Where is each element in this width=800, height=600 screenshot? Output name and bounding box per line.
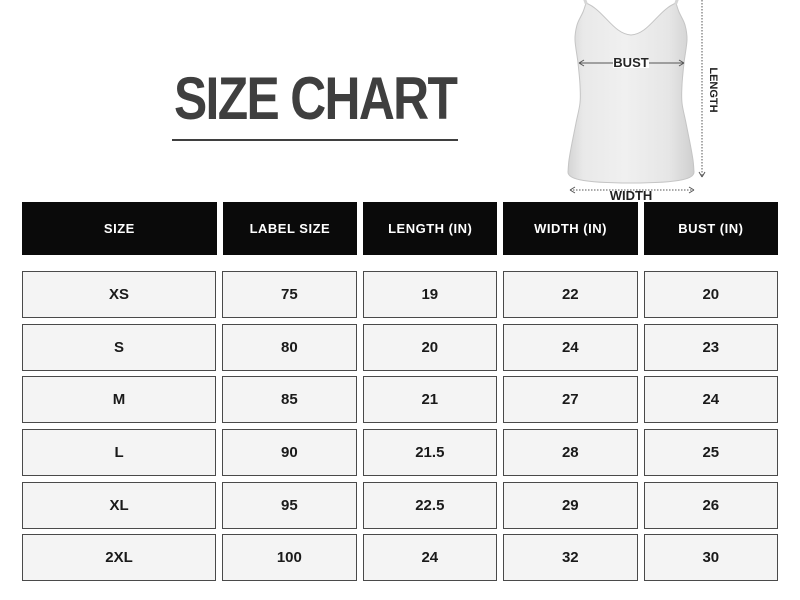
svg-text:LENGTH: LENGTH bbox=[707, 67, 719, 112]
svg-text:BUST: BUST bbox=[613, 55, 648, 70]
svg-text:WIDTH: WIDTH bbox=[610, 188, 653, 200]
